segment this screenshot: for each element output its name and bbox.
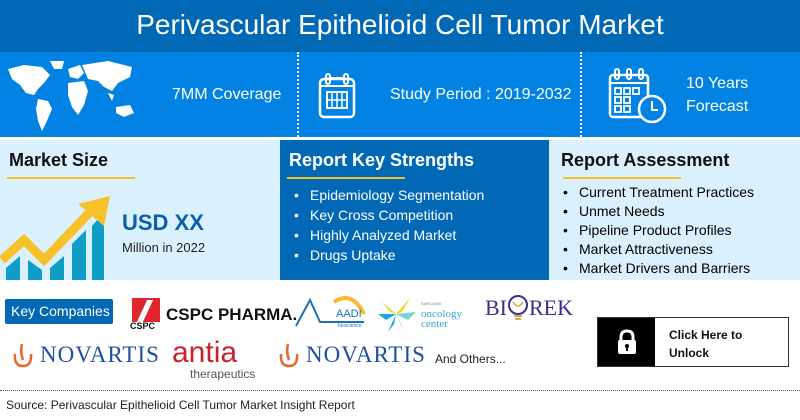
market-size-subtitle: Million in 2022 [122, 240, 206, 255]
aadi-logo: AADI bioscience [294, 292, 374, 334]
unlock-line2: Unlock [669, 346, 710, 360]
list-item: Pipeline Product Profiles [549, 221, 800, 240]
world-map-icon [8, 60, 134, 131]
info-bar: 7MM Coverage Study Period : 2019-2032 [0, 52, 800, 137]
lock-icon-box [598, 318, 655, 366]
title-underline [287, 177, 405, 179]
novartis-flame-icon [279, 343, 299, 368]
and-others-text: And Others... [435, 352, 506, 366]
title-underline [563, 177, 681, 179]
sarcoma-oncology-logo: SARCOMA oncology center [376, 294, 462, 334]
cspc-name: CSPC PHARMA. [166, 305, 298, 324]
novartis-logo-2: NOVARTIS [278, 342, 426, 368]
key-strengths-panel: Report Key Strengths Epidemiology Segmen… [280, 140, 545, 280]
novartis-name: NOVARTIS [306, 342, 426, 367]
sarcoma-top: SARCOMA [421, 301, 442, 306]
page-title: Perivascular Epithelioid Cell Tumor Mark… [0, 0, 800, 52]
forecast-line1: 10 Years [686, 74, 749, 92]
biorek-left: BI [485, 295, 507, 320]
novartis-logo-1: NOVARTIS [12, 342, 160, 368]
palm-icon [378, 298, 416, 332]
calendar-clock-icon [608, 67, 667, 123]
sarcoma-line2: center [421, 318, 448, 330]
bulb-icon [508, 295, 528, 320]
report-assessment-panel: Report Assessment Current Treatment Prac… [545, 140, 800, 280]
forecast-line2: Forecast [686, 97, 749, 115]
list-item: Key Cross Competition [280, 205, 545, 225]
divider [580, 52, 582, 137]
unlock-line1: Click Here to [669, 328, 743, 342]
sarcoma-text: SARCOMA oncology center [421, 299, 462, 330]
study-period-label: Study Period : 2019-2032 [390, 86, 572, 103]
list-item: Highly Analyzed Market [280, 225, 545, 245]
study-period-cell: Study Period : 2019-2032 [318, 52, 578, 137]
key-strengths-title: Report Key Strengths [289, 150, 475, 170]
coverage-label: 7MM Coverage [172, 86, 282, 103]
list-item: Market Attractiveness [549, 240, 800, 259]
novartis-flame-icon [13, 343, 33, 368]
source-text: Source: Perivascular Epithelioid Cell Tu… [6, 398, 355, 412]
growth-chart-icon [0, 196, 110, 280]
cspc-badge: CSPC [130, 321, 156, 331]
key-companies-label: Key Companies [5, 299, 113, 324]
coverage-cell: 7MM Coverage [4, 52, 294, 137]
list-item: Drugs Uptake [280, 245, 545, 265]
unlock-button[interactable]: Click Here to Unlock [597, 317, 789, 367]
market-size-title: Market Size [9, 150, 109, 170]
report-assessment-list: Current Treatment Practices Unmet Needs … [549, 183, 800, 278]
aadi-mark-icon [295, 296, 366, 327]
biorek-right: REK [529, 295, 573, 320]
calendar-icon [318, 72, 356, 118]
sarcoma-line1: oncology [421, 308, 462, 320]
market-size-panel: Market Size USD XX Million in 2022 [0, 140, 280, 280]
aadi-sub: bioscience [338, 323, 362, 329]
forecast-cell: 10 Years Forecast [608, 52, 798, 137]
title-underline [7, 177, 135, 179]
divider [297, 52, 299, 137]
forecast-label: 10 Years Forecast [686, 72, 748, 118]
lock-icon [617, 329, 636, 354]
antia-name: antia [172, 336, 238, 369]
novartis-name: NOVARTIS [40, 342, 160, 367]
list-item: Market Drivers and Barriers [549, 259, 800, 278]
list-item: Current Treatment Practices [549, 183, 800, 202]
report-assessment-title: Report Assessment [561, 150, 730, 170]
footer-divider [0, 390, 800, 391]
antia-logo: antia therapeutics [172, 336, 256, 381]
aadi-name: AADI [336, 308, 362, 320]
key-strengths-list: Epidemiology Segmentation Key Cross Comp… [280, 185, 545, 265]
market-size-value: USD XX [122, 210, 204, 235]
list-item: Unmet Needs [549, 202, 800, 221]
unlock-label: Click Here to Unlock [655, 318, 742, 366]
antia-sub: therapeutics [190, 367, 256, 381]
list-item: Epidemiology Segmentation [280, 185, 545, 205]
cspc-logo: CSPC CSPC PHARMA. [130, 298, 297, 332]
biorek-logo: BI REK [485, 294, 573, 322]
